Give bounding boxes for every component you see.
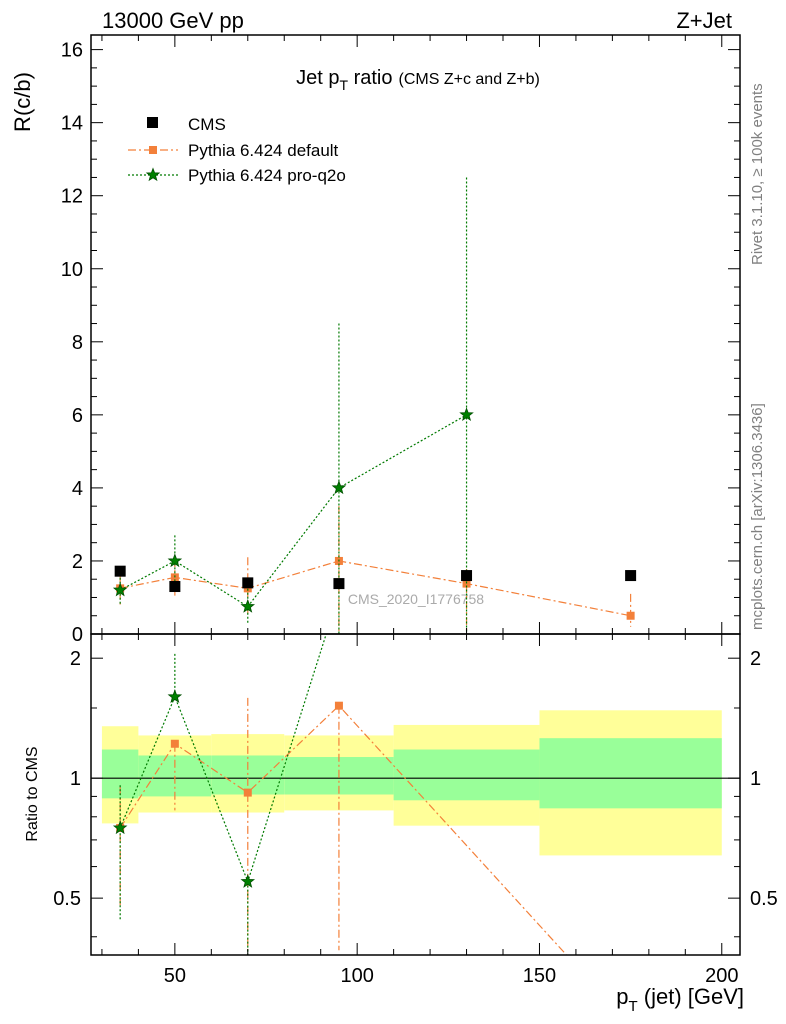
data-point [112,820,128,835]
data-point [462,579,471,588]
legend-marker-pythia-proq2o [145,167,161,182]
data-point [240,598,256,613]
data-point [167,553,183,568]
top-y-axis-label: R(c/b) [10,72,35,132]
ratio-plot-frame [90,633,741,956]
data-point [167,689,183,703]
data-point [114,565,126,577]
data-point [240,873,256,888]
top-y-tick-label: 8 [72,332,83,354]
header-right-label: Z+Jet [676,8,732,33]
ratio-series [112,634,568,955]
ratio-y-axis-label: Ratio to CMS [24,746,41,841]
top-y-tick-label: 12 [61,186,83,208]
data-point [112,582,128,597]
bot-y-tick-label-right: 0.5 [750,888,778,910]
legend-marker-pythia-default [149,146,157,154]
bot-y-tick-label: 2 [70,648,81,670]
x-tick-label: 200 [705,965,738,987]
top-series [112,177,637,634]
bot-y-tick-label-right: 1 [750,768,761,790]
legend-label-pythia-default: Pythia 6.424 default [188,141,339,160]
data-point [459,407,474,422]
top-chart-title: Jet pT ratio (CMS Z+c and Z+b) [296,67,540,93]
data-point [331,480,347,495]
legend-marker-cms [147,117,158,128]
series-line [119,634,327,884]
data-point [242,577,254,589]
top-y-tick-label: 16 [61,40,83,62]
top-y-tick-label: 0 [72,624,83,646]
data-point [170,739,179,748]
x-tick-label: 150 [523,965,556,987]
rivet-version-label: Rivet 3.1.10, ≥ 100k events [749,83,766,265]
green-band-4 [393,749,540,801]
legend-label-pythia-proq2o: Pythia 6.424 pro-q2o [188,166,346,185]
mcplots-label: mcplots.cern.ch [arXiv:1306.3436] [749,403,766,630]
bot-y-tick-label: 1 [70,768,81,790]
green-band-5 [539,738,722,809]
data-point [334,701,343,710]
data-point [333,578,345,590]
ratio-bands [101,710,722,856]
data-point [461,570,473,582]
top-y-tick-label: 14 [61,113,83,135]
top-y-tick-label: 10 [61,259,83,281]
top-y-tick-label: 2 [72,551,83,573]
data-point [243,788,252,797]
header-left-label: 13000 GeV pp [102,8,244,33]
x-tick-label: 100 [340,965,373,987]
data-point [626,611,635,620]
top-y-tick-label: 4 [72,478,83,500]
data-point [170,573,179,582]
legend-label-cms: CMS [188,115,226,134]
top-y-tick-label: 6 [72,405,83,427]
analysis-watermark: CMS_2020_I1776758 [348,591,484,607]
x-axis-label: pT (jet) [GeV] [616,984,744,1015]
data-point [169,581,181,593]
legend: CMS Pythia 6.424 default Pythia 6.424 pr… [128,115,346,185]
data-point [625,570,637,582]
x-tick-label: 50 [164,965,186,987]
bot-y-tick-label-right: 2 [750,648,761,670]
bot-y-tick-label: 0.5 [53,888,81,910]
series-line [120,560,631,617]
